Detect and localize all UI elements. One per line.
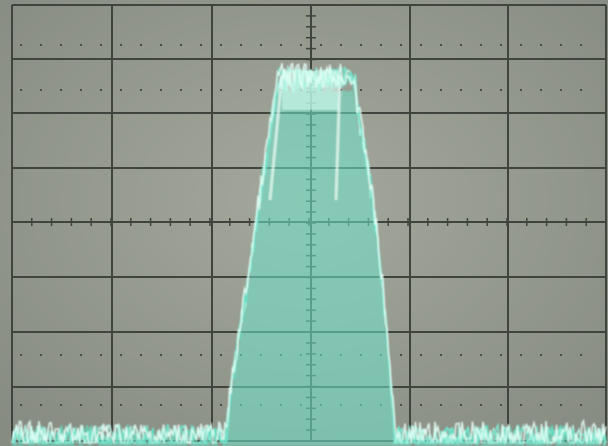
page: (() => { const ns = 'http://www.w3.org/2…	[0, 0, 608, 446]
peak-core	[282, 70, 338, 110]
analyzer-screen	[0, 0, 608, 446]
